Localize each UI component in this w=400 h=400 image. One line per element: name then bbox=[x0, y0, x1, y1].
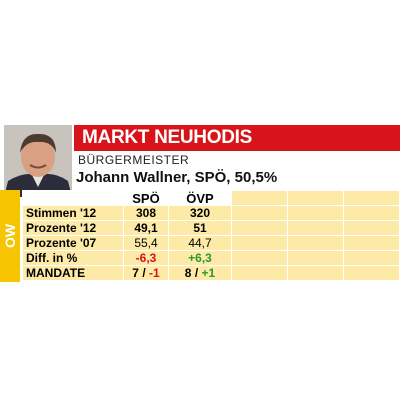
value-part: +1 bbox=[201, 265, 216, 280]
data-row: Diff. in % -6,3 +6,3 bbox=[22, 250, 400, 266]
value-cell: 51 bbox=[168, 220, 232, 236]
value: 44,7 bbox=[188, 235, 212, 250]
value-cell: 320 bbox=[168, 205, 232, 221]
value: 55,4 bbox=[134, 235, 158, 250]
value-part: / bbox=[194, 265, 199, 280]
value-cell: 55,4 bbox=[123, 235, 169, 251]
empty-cell bbox=[343, 250, 400, 266]
data-row: Stimmen '12 308 320 bbox=[22, 205, 400, 221]
empty-cell bbox=[231, 190, 288, 206]
value: 51 bbox=[193, 220, 207, 235]
mayor-photo bbox=[4, 125, 72, 197]
empty-cell bbox=[231, 250, 288, 266]
empty-cell bbox=[231, 265, 288, 281]
empty-cell bbox=[231, 205, 288, 221]
data-row: Prozente '12 49,1 51 bbox=[22, 220, 400, 236]
value-cell: 49,1 bbox=[123, 220, 169, 236]
empty-cell bbox=[287, 235, 344, 251]
value: 49,1 bbox=[134, 220, 158, 235]
empty-cell bbox=[231, 220, 288, 236]
value: 320 bbox=[189, 205, 211, 220]
value-cell: -6,3 bbox=[123, 250, 169, 266]
empty-cell bbox=[287, 205, 344, 221]
value-cell: +6,3 bbox=[168, 250, 232, 266]
side-strip: OW bbox=[0, 190, 20, 282]
value-cell: 7 / -1 bbox=[123, 265, 169, 281]
row-label: Prozente '12 bbox=[22, 220, 124, 236]
side-label: OW bbox=[2, 223, 18, 249]
results-table: SPÖ ÖVP Stimmen '12 308 320 Prozente '12 49,1 5… bbox=[22, 190, 400, 281]
empty-cell bbox=[287, 220, 344, 236]
data-row: MANDATE 7 / -1 8 / +1 bbox=[22, 265, 400, 281]
column-header: ÖVP bbox=[168, 190, 232, 206]
empty-cell bbox=[343, 265, 400, 281]
value-cell: 8 / +1 bbox=[168, 265, 232, 281]
empty-cell bbox=[287, 250, 344, 266]
row-label: Stimmen '12 bbox=[22, 205, 124, 221]
value-cell: 308 bbox=[123, 205, 169, 221]
row-label: Prozente '07 bbox=[22, 235, 124, 251]
empty-cell bbox=[287, 265, 344, 281]
row-label: Diff. in % bbox=[22, 250, 124, 266]
data-row: Prozente '07 55,4 44,7 bbox=[22, 235, 400, 251]
value-part: -1 bbox=[149, 265, 160, 280]
empty-cell bbox=[343, 205, 400, 221]
value: -6,3 bbox=[135, 250, 157, 265]
empty-cell bbox=[343, 190, 400, 206]
value: +6,3 bbox=[188, 250, 212, 265]
header-row: SPÖ ÖVP bbox=[22, 190, 400, 206]
column-header: SPÖ bbox=[123, 190, 169, 206]
table-body: SPÖ ÖVP Stimmen '12 308 320 Prozente '12 49,1 5… bbox=[22, 190, 400, 281]
header-blank bbox=[22, 190, 124, 206]
row-label: MANDATE bbox=[22, 265, 124, 281]
mayor: Johann Wallner, SPÖ, 50,5% bbox=[76, 169, 278, 186]
subtitle: BÜRGERMEISTER bbox=[78, 153, 190, 167]
empty-cell bbox=[231, 235, 288, 251]
value-part: 8 bbox=[184, 265, 192, 280]
empty-cell bbox=[343, 220, 400, 236]
empty-cell bbox=[343, 235, 400, 251]
value: 308 bbox=[135, 205, 157, 220]
empty-cell bbox=[287, 190, 344, 206]
title: MARKT NEUHODIS bbox=[74, 125, 400, 151]
value-part: / bbox=[142, 265, 146, 280]
value-part: 7 bbox=[132, 265, 139, 280]
value-cell: 44,7 bbox=[168, 235, 232, 251]
